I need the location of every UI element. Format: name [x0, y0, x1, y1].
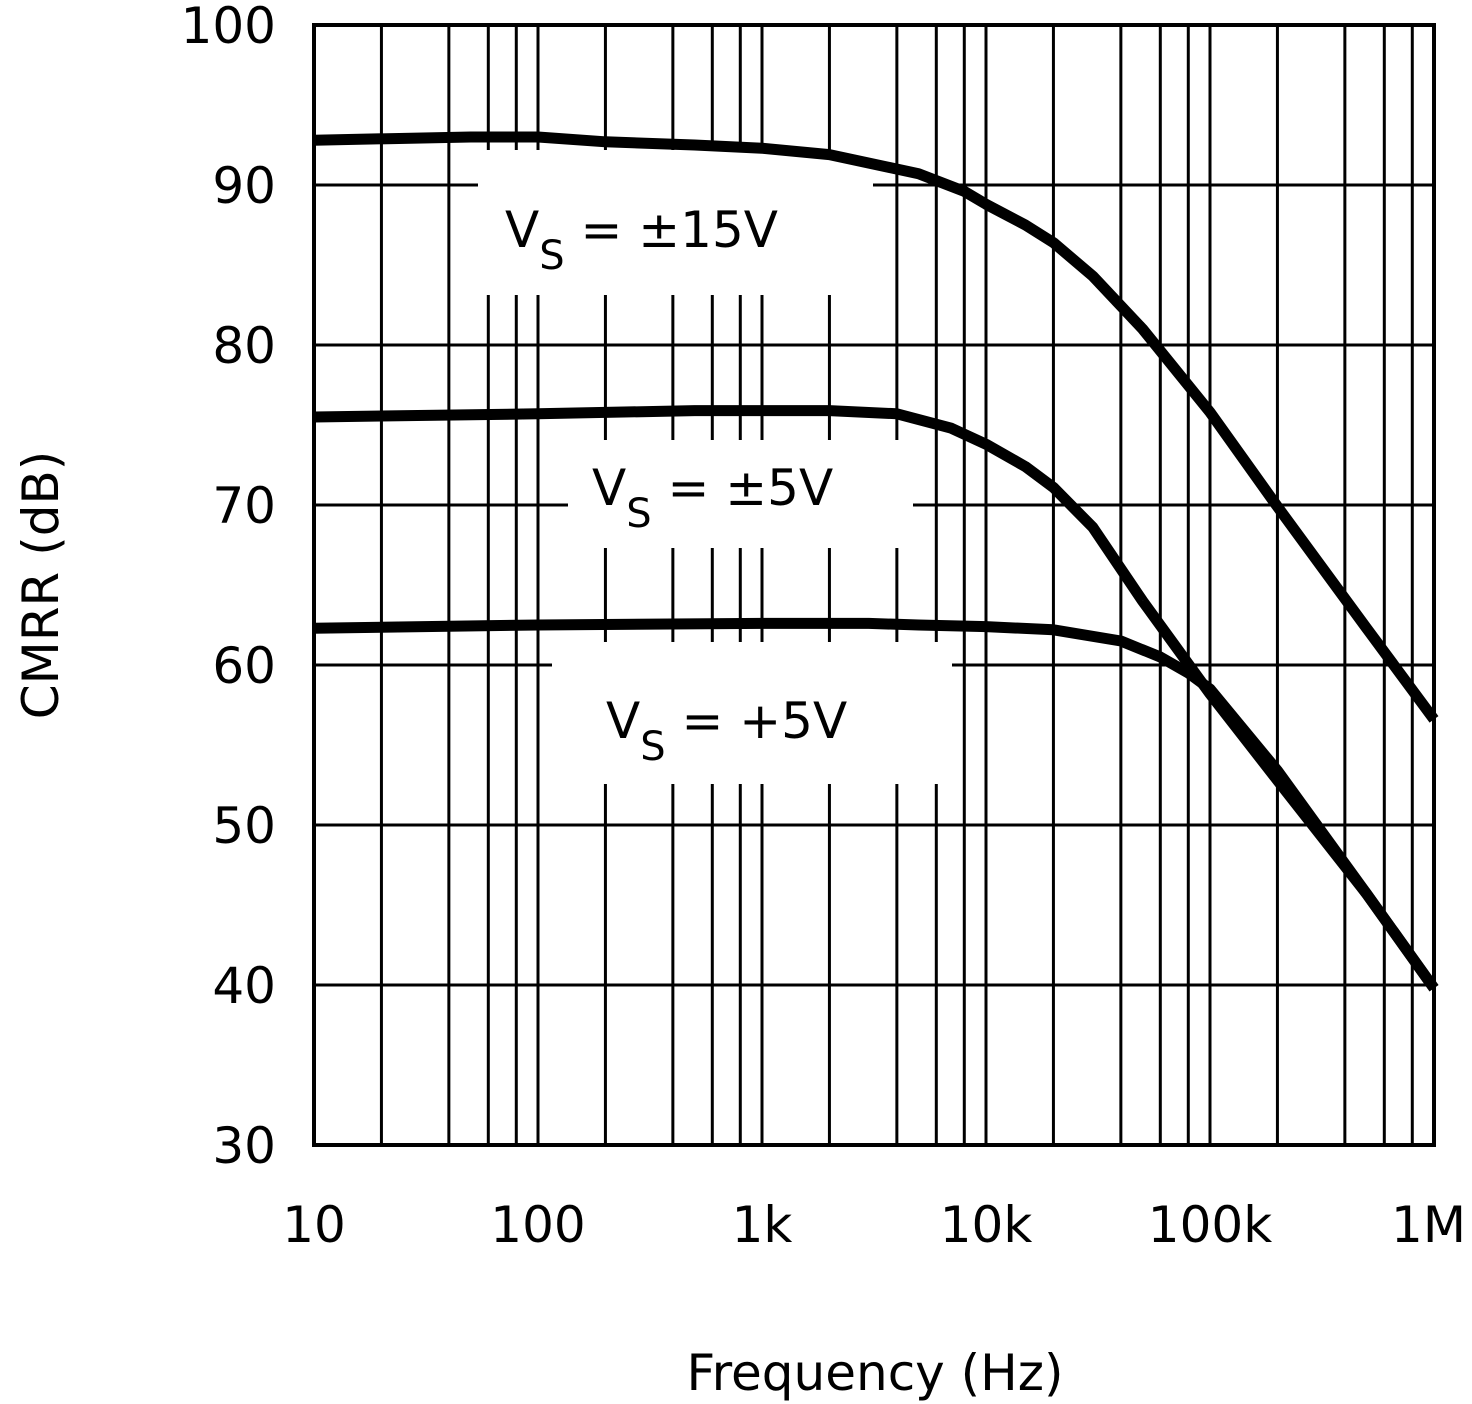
series-label: VS = ±15V — [505, 201, 778, 279]
x-tick-label: 1k — [732, 1196, 793, 1254]
y-tick-labels: 30 40 50 60 70 80 90 100 — [181, 0, 276, 1175]
curves — [313, 131, 1439, 992]
x-tick-label: 100 — [490, 1196, 585, 1254]
y-tick-label: 40 — [212, 957, 276, 1015]
y-axis-title: CMRR (dB) — [12, 451, 70, 719]
series-label: VS = +5V — [606, 692, 847, 770]
y-tick-label: 90 — [212, 157, 276, 215]
x-tick-label: 10k — [940, 1196, 1033, 1254]
y-tick-label: 100 — [181, 0, 276, 55]
x-tick-label: 10 — [282, 1196, 346, 1254]
plot-frame — [312, 23, 1436, 1147]
series-label-backgrounds — [478, 150, 952, 784]
series-line — [313, 131, 1439, 723]
y-tick-label: 80 — [212, 317, 276, 375]
x-tick-label: 1M — [1391, 1196, 1466, 1254]
x-tick-labels: 10 100 1k 10k 100k 1M — [282, 1196, 1466, 1254]
y-tick-label: 50 — [212, 797, 276, 855]
series-label-bg — [552, 642, 952, 784]
x-axis-title: Frequency (Hz) — [686, 1344, 1063, 1402]
x-tick-label: 100k — [1148, 1196, 1272, 1254]
y-tick-label: 30 — [212, 1117, 276, 1175]
y-tick-label: 60 — [212, 637, 276, 695]
series-line — [313, 617, 1439, 992]
series-label: VS = ±5V — [592, 459, 833, 537]
series-labels: VS = ±15V VS = ±5V VS = +5V — [505, 201, 847, 770]
y-tick-label: 70 — [212, 477, 276, 535]
series-label-bg — [568, 440, 913, 548]
series-label-bg — [478, 150, 873, 295]
